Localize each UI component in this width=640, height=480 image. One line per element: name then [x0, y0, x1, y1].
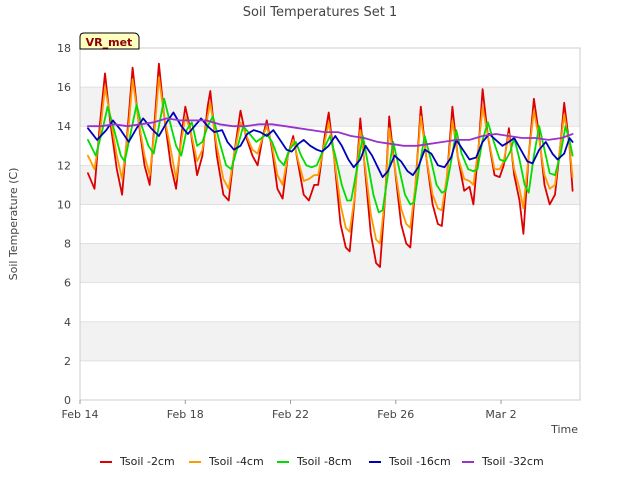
grid-band	[80, 282, 580, 322]
x-axis-ticks: Feb 14 Feb 18 Feb 22 Feb 26 Mar 2	[62, 400, 517, 421]
x-tick-label: Feb 14	[62, 408, 99, 421]
grid-band	[80, 165, 580, 205]
grid-band	[80, 321, 580, 361]
x-tick-label: Feb 26	[377, 408, 414, 421]
grid-band	[80, 243, 580, 283]
series-lines	[87, 62, 574, 268]
series-line-tsoil-2cm	[87, 62, 574, 268]
y-tick-label: 16	[57, 81, 71, 94]
y-axis-ticks: 0 2 4 6 8 10 12 14 16 18	[57, 42, 71, 407]
y-tick-label: 2	[64, 355, 71, 368]
y-tick-label: 10	[57, 198, 71, 211]
y-tick-label: 18	[57, 42, 71, 55]
chart-title: Soil Temperatures Set 1	[243, 5, 398, 20]
grid-band	[80, 204, 580, 244]
y-tick-label: 4	[64, 316, 71, 329]
legend-label: Tsoil -32cm	[481, 455, 544, 468]
series-line-tsoil-8cm	[87, 97, 574, 214]
y-tick-label: 12	[57, 159, 71, 172]
series-line-tsoil-16cm	[87, 111, 574, 179]
x-tick-label: Feb 18	[167, 408, 204, 421]
y-tick-label: 14	[57, 120, 71, 133]
badge-background	[79, 32, 140, 50]
grid-band	[80, 360, 580, 400]
legend-label: Tsoil -8cm	[296, 455, 352, 468]
x-tick-label: Feb 22	[272, 408, 309, 421]
y-tick-label: 0	[64, 394, 71, 407]
vr-met-badge: VR_met	[79, 32, 140, 50]
legend-label: Tsoil -2cm	[119, 455, 175, 468]
legend-label: Tsoil -16cm	[388, 455, 451, 468]
grid-band	[80, 48, 580, 88]
x-tick-label: Mar 2	[485, 408, 516, 421]
legend: Tsoil -2cm Tsoil -4cm Tsoil -8cm Tsoil -16c…	[100, 455, 544, 468]
legend-label: Tsoil -4cm	[208, 455, 264, 468]
series-line-tsoil-32cm	[87, 117, 574, 147]
plot-frame	[79, 47, 581, 401]
badge-label: VR_met	[86, 36, 133, 49]
y-tick-label: 6	[64, 277, 71, 290]
x-axis-label: Time	[550, 423, 578, 436]
grid-bands	[80, 48, 580, 401]
y-axis-label: Soil Temperature (C)	[7, 168, 20, 281]
y-tick-label: 8	[64, 238, 71, 251]
series-line-tsoil-4cm	[87, 76, 574, 245]
